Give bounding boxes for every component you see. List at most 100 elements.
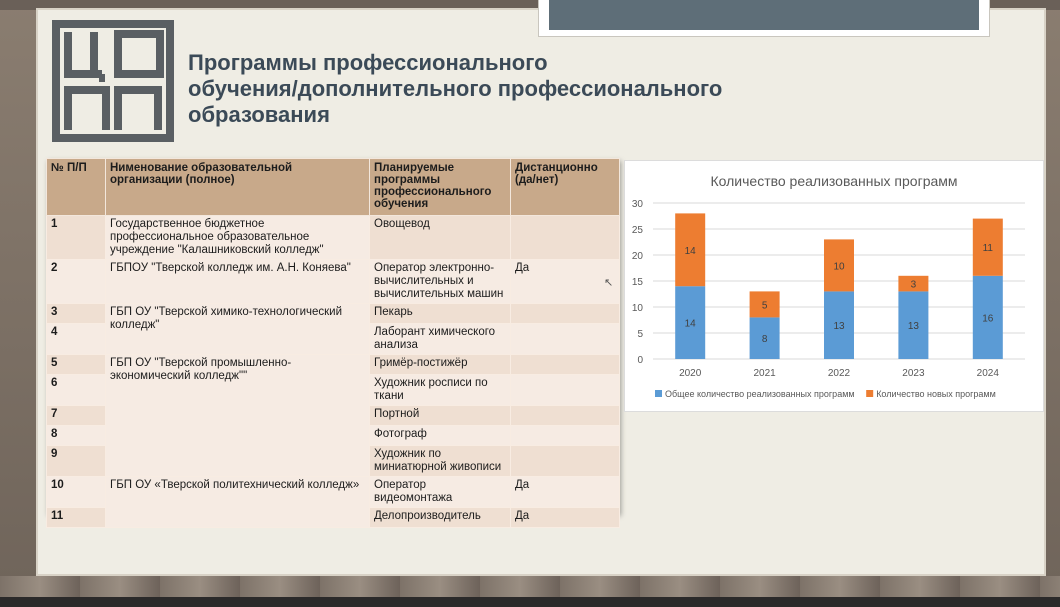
window-top-bar [0, 0, 1060, 10]
org-cell: Государственное бюджетное профессиональн… [105, 215, 370, 260]
table-row: 6 Художник росписи по ткани [46, 374, 620, 406]
header-organization: Нименование образовательной организации … [105, 158, 370, 216]
header-remote: Дистанционно (да/нет) [510, 158, 620, 216]
program-cell: Художник росписи по ткани [369, 374, 511, 406]
bar-segment [749, 317, 780, 359]
title-line-3: образования [188, 102, 330, 127]
program-cell: Художник по миниатюрной живописи [369, 445, 511, 477]
copp-logo [52, 20, 174, 142]
table-row: 7 Портной [46, 405, 620, 426]
y-tick-label: 5 [637, 329, 643, 340]
remote-cell [510, 425, 620, 446]
data-label: 8 [762, 334, 768, 345]
data-label: 11 [983, 243, 994, 254]
x-tick-label: 2023 [902, 368, 925, 379]
program-cell: Лаборант химического анализа [369, 323, 511, 355]
program-cell: Делопроизводитель [369, 507, 511, 528]
remote-cell: Да [510, 476, 620, 508]
row-number: 2 [46, 259, 106, 304]
y-tick-label: 15 [632, 277, 644, 288]
video-overlay [538, 0, 990, 37]
bar-segment [898, 291, 929, 359]
data-label: 13 [833, 321, 845, 332]
bottom-bar [0, 597, 1060, 607]
x-tick-label: 2022 [828, 368, 851, 379]
y-tick-label: 30 [632, 199, 644, 210]
data-label: 14 [685, 246, 697, 257]
legend-entry: Общее количество реализованных программ [665, 389, 855, 399]
row-number: 1 [46, 215, 106, 260]
program-cell: Овощевод [369, 215, 511, 260]
bar-segment [675, 286, 706, 359]
data-label: 5 [762, 300, 768, 311]
legend-swatch [655, 390, 662, 397]
data-label: 16 [982, 313, 994, 324]
remote-cell [510, 303, 620, 324]
data-label: 10 [833, 261, 845, 272]
mouse-cursor-icon: ↖ [604, 277, 614, 289]
data-label: 3 [911, 280, 917, 291]
table-header-row: № П/П Нименование образовательной органи… [46, 158, 620, 216]
bar-segment [675, 213, 706, 287]
y-tick-label: 0 [637, 355, 643, 366]
table-row: 9 Художник по миниатюрной живописи [46, 445, 620, 477]
bar-segment [972, 275, 1003, 359]
title-line-1: Программы профессионального [188, 50, 548, 75]
remote-cell [510, 354, 620, 375]
row-number: 4 [46, 323, 106, 355]
program-cell: Гримёр-постижёр [369, 354, 511, 375]
bar-segment [749, 291, 780, 318]
org-cell: ГБП ОУ "Тверской промышленно-экономическ… [105, 354, 370, 477]
title-line-2: обучения/дополнительного профессионально… [188, 76, 723, 101]
org-cell: ГБП ОУ "Тверской химико-технологический … [105, 303, 370, 355]
table-row: 3 ГБП ОУ "Тверской химико-технологически… [46, 303, 620, 355]
y-tick-label: 10 [632, 303, 644, 314]
program-cell: Фотограф [369, 425, 511, 446]
data-label: 14 [685, 319, 697, 330]
programs-table: № П/П Нименование образовательной органи… [46, 158, 620, 528]
y-tick-label: 25 [632, 225, 644, 236]
org-cell: ГБП ОУ «Тверской политехнический колледж… [105, 476, 370, 528]
row-number: 9 [46, 445, 106, 477]
program-cell: Пекарь [369, 303, 511, 324]
table-row: 8 Фотограф [46, 425, 620, 446]
page-title: Программы профессионального обучения/доп… [188, 50, 828, 128]
row-number: 6 [46, 374, 106, 406]
row-number: 7 [46, 405, 106, 426]
row-number: 8 [46, 425, 106, 446]
legend-swatch [866, 390, 874, 397]
table-row: 5 ГБП ОУ "Тверской промышленно-экономиче… [46, 354, 620, 477]
header-programs: Планируемые программы профессионального … [369, 158, 511, 216]
y-tick-label: 20 [632, 251, 644, 262]
table-row: 4 Лаборант химического анализа [46, 323, 620, 355]
program-cell: Оператор электронно-вычислительных и выч… [369, 259, 511, 304]
row-number: 5 [46, 354, 106, 375]
chart-svg: 0 5 10 15 20 25 30 14 14 2020 8 5 2021 13 10 2022 13 3 202… [632, 199, 1025, 399]
x-tick-label: 2021 [753, 368, 776, 379]
header-number: № П/П [46, 158, 106, 216]
remote-cell: Да [510, 507, 620, 528]
chart-panel: Количество реализованных программ 0 5 10 15… [624, 160, 1044, 412]
row-number: 11 [46, 507, 106, 528]
bar-segment [824, 291, 854, 359]
program-cell: Оператор видеомонтажа [369, 476, 511, 508]
x-tick-label: 2024 [977, 368, 1000, 379]
remote-cell [510, 445, 620, 477]
table-row: 10 ГБП ОУ «Тверской политехнический колл… [46, 476, 620, 528]
remote-cell [510, 405, 620, 426]
data-label: 13 [908, 321, 920, 332]
row-number: 10 [46, 476, 106, 508]
bar-segment [972, 218, 1003, 276]
video-overlay-image [549, 0, 979, 30]
table-row: 1 Государственное бюджетное профессионал… [46, 215, 620, 260]
x-tick-label: 2020 [679, 368, 702, 379]
table-row: 2 ГБПОУ "Тверской колледж им. А.Н. Коняе… [46, 259, 620, 304]
bar-segment [898, 275, 929, 292]
remote-cell [510, 323, 620, 355]
legend-entry: Количество новых программ [876, 389, 996, 399]
remote-cell [510, 374, 620, 406]
bar-segment [824, 239, 854, 292]
chart-title: Количество реализованных программ [710, 173, 958, 189]
row-number: 3 [46, 303, 106, 324]
org-cell: ГБПОУ "Тверской колледж им. А.Н. Коняева… [105, 259, 370, 304]
